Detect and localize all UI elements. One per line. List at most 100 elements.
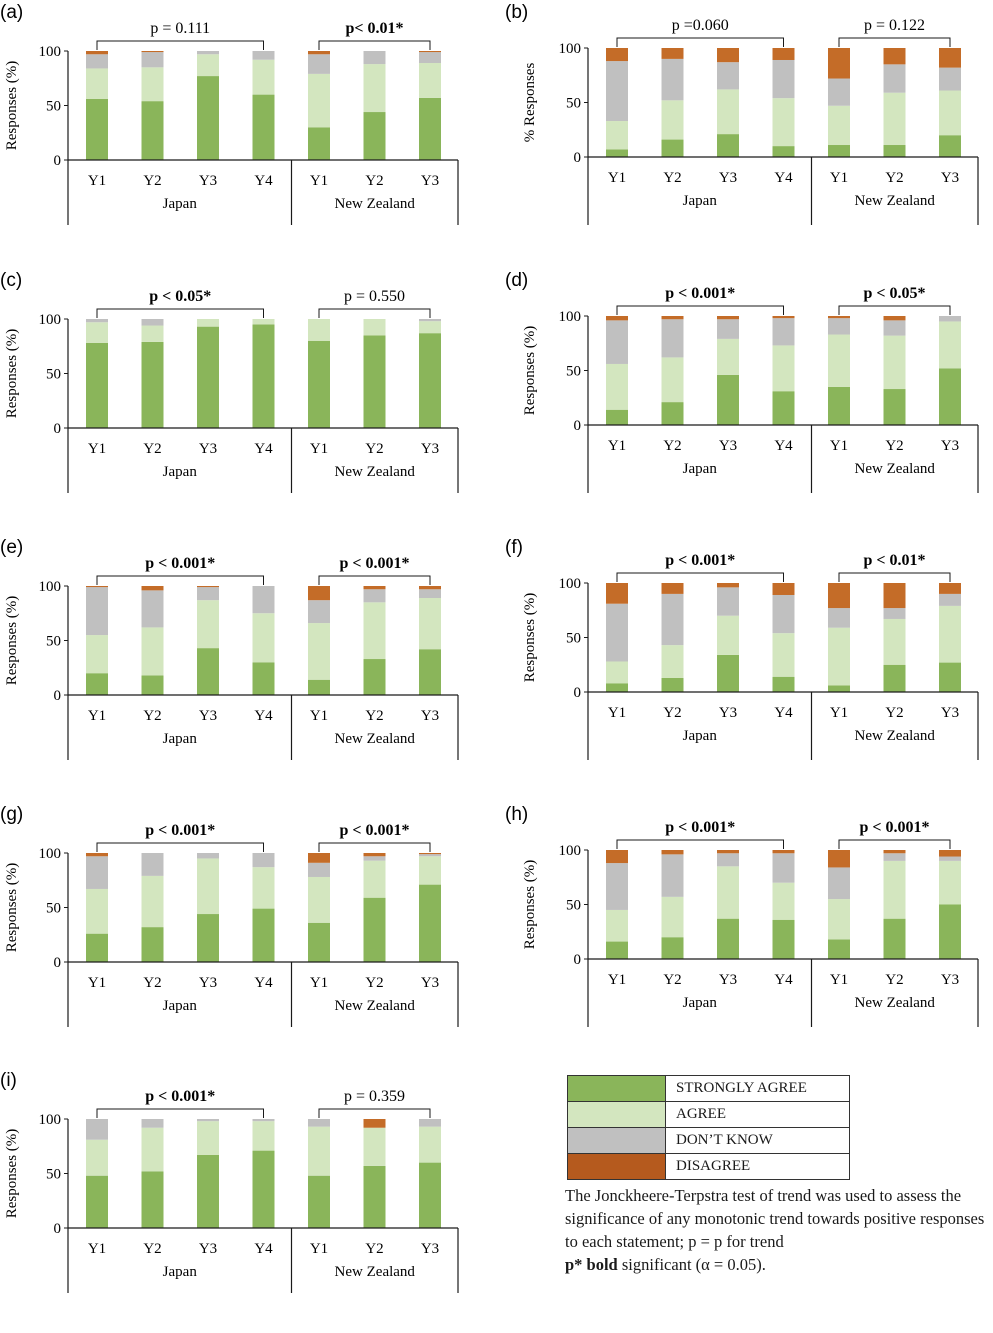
x-tick-label: Y2 <box>143 1241 161 1257</box>
bar-segment-agree <box>141 875 164 928</box>
bar-segment-agree <box>197 54 219 77</box>
bar-segment-strongly-agree <box>772 919 795 959</box>
bar-segment-disagree <box>772 850 795 854</box>
bar-segment-dont-know <box>141 590 164 628</box>
x-tick-label: Y2 <box>365 173 383 189</box>
x-tick-label: Y1 <box>608 705 626 721</box>
y-axis-label: Responses (%) <box>522 593 538 683</box>
bar-segment-agree <box>86 635 108 674</box>
bar-segment-disagree <box>363 1119 386 1128</box>
bar-segment-strongly-agree <box>86 98 108 160</box>
bar-segment-dont-know <box>883 608 906 619</box>
bar-segment-agree <box>606 363 628 410</box>
x-tick-label: Y3 <box>719 705 737 721</box>
bar-segment-agree <box>252 59 275 95</box>
y-tick-label: 0 <box>574 952 582 968</box>
chart-panel-f: (f) Responses (%) 0 50 100 Y1 Y2 Y3 Y4 Y1 Y2 Y3 Japa… <box>500 535 993 800</box>
bar-segment-agree <box>363 319 386 336</box>
bar-segment-dont-know <box>86 54 108 69</box>
x-tick-label: Y2 <box>143 173 161 189</box>
x-tick-label: Y2 <box>143 975 161 991</box>
bar-segment-strongly-agree <box>828 145 850 157</box>
bar-segment-dont-know <box>86 1119 108 1140</box>
bar-segment-strongly-agree <box>606 683 628 692</box>
bar-segment-disagree <box>828 316 850 319</box>
bar-segment-strongly-agree <box>939 662 961 692</box>
bar-segment-disagree <box>717 316 739 320</box>
group-label: New Zealand <box>855 461 936 477</box>
y-tick-label: 0 <box>54 688 62 704</box>
bar-segment-strongly-agree <box>197 648 219 695</box>
group-label: Japan <box>163 998 198 1014</box>
bar-segment-dont-know <box>883 853 906 861</box>
significance-bracket <box>838 305 951 315</box>
x-tick-label: Y1 <box>310 975 328 991</box>
bar-segment-dont-know <box>86 587 108 636</box>
x-tick-label: Y1 <box>88 708 106 724</box>
significance-bracket <box>616 37 784 47</box>
group-label: Japan <box>683 461 718 477</box>
group-label: Japan <box>683 193 718 209</box>
panel-label: (a) <box>0 2 23 23</box>
legend-label: STRONGLY AGREE <box>676 1080 807 1096</box>
bar-segment-agree <box>252 867 275 909</box>
y-tick-label: 100 <box>39 312 62 328</box>
bar-segment-dont-know <box>308 1119 330 1127</box>
p-value-label: p < 0.001* <box>145 1088 215 1105</box>
group-label: New Zealand <box>335 998 416 1014</box>
y-axis-label: Responses (%) <box>4 329 20 419</box>
x-tick-label: Y3 <box>719 972 737 988</box>
bar-segment-disagree <box>772 583 795 595</box>
chart-panel-a: (a) Responses (%) 0 50 100 Y1 Y2 Y3 Y4 Y1 Y2 Y3 Japa… <box>0 0 496 265</box>
p-value-label: p < 0.01* <box>863 552 925 569</box>
y-tick-label: 50 <box>46 367 61 383</box>
bar-segment-agree <box>772 633 795 677</box>
bar-segment-disagree <box>661 850 684 855</box>
x-tick-label: Y1 <box>608 972 626 988</box>
group-label: New Zealand <box>855 995 936 1011</box>
bar-segment-agree <box>252 319 275 325</box>
significance-bracket <box>318 308 431 318</box>
p-value-label: p < 0.001* <box>145 822 215 839</box>
bar-segment-dont-know <box>252 586 275 614</box>
bar-segment-dont-know <box>86 856 108 889</box>
x-tick-label: Y2 <box>365 975 383 991</box>
group-label: New Zealand <box>855 193 936 209</box>
bar-segment-disagree <box>606 850 628 864</box>
footnote-text-end: significant (α = 0.05). <box>617 1255 766 1274</box>
x-tick-label: Y4 <box>774 705 793 721</box>
group-label: Japan <box>163 1264 198 1280</box>
group-label: New Zealand <box>335 731 416 747</box>
bar-segment-agree <box>308 73 330 128</box>
legend-swatch <box>568 1128 666 1153</box>
x-tick-label: Y3 <box>421 441 439 457</box>
x-tick-label: Y3 <box>199 173 217 189</box>
bar-segment-strongly-agree <box>141 927 164 962</box>
bar-segment-dont-know <box>828 608 850 628</box>
bar-segment-strongly-agree <box>363 897 386 962</box>
bar-segment-dont-know <box>606 61 628 122</box>
bar-segment-disagree <box>419 586 441 590</box>
p-value-label: p< 0.01* <box>345 20 403 37</box>
y-tick-label: 100 <box>39 846 62 862</box>
significance-bracket <box>616 305 784 315</box>
p-value-label: p < 0.001* <box>665 552 735 569</box>
bar-segment-disagree <box>86 586 108 588</box>
bar-segment-disagree <box>883 48 906 65</box>
bar-segment-agree <box>308 1126 330 1176</box>
bar-segment-strongly-agree <box>828 685 850 692</box>
legend-item-dont-know: DON’T KNOW <box>568 1128 849 1154</box>
x-tick-label: Y3 <box>421 975 439 991</box>
legend-item-disagree: DISAGREE <box>568 1154 849 1179</box>
x-tick-label: Y4 <box>774 438 793 454</box>
y-tick-label: 100 <box>559 309 582 325</box>
bar-segment-dont-know <box>717 587 739 616</box>
bar-segment-dont-know <box>197 853 219 859</box>
x-tick-label: Y2 <box>365 708 383 724</box>
y-axis-label: Responses (%) <box>4 596 20 686</box>
panel-label: (e) <box>0 537 23 558</box>
p-value-label: p < 0.001* <box>339 822 409 839</box>
y-tick-label: 100 <box>39 44 62 60</box>
